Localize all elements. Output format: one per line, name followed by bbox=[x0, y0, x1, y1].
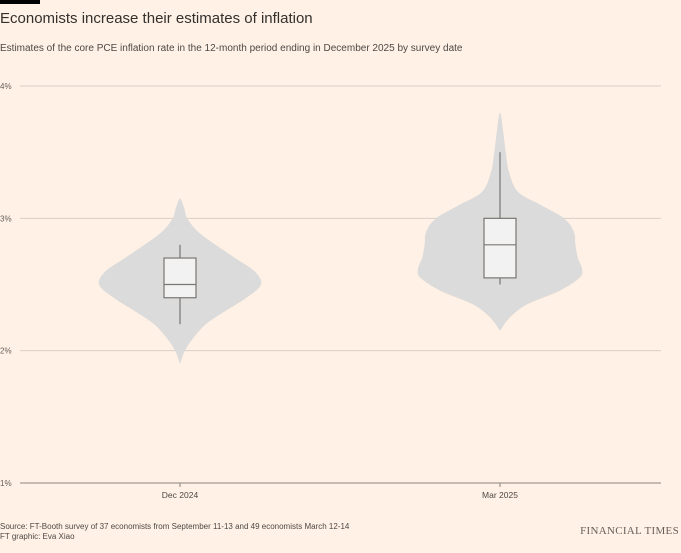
box-plots bbox=[163, 152, 517, 325]
iqr-box bbox=[163, 257, 197, 299]
iqr-box bbox=[483, 217, 517, 279]
y-tick-label: 2% bbox=[0, 347, 12, 356]
y-tick-label: 4% bbox=[0, 82, 12, 91]
y-tick-label: 3% bbox=[0, 214, 12, 223]
chart-title: Economists increase their estimates of i… bbox=[0, 10, 313, 27]
source-note: Source: FT-Booth survey of 37 economists… bbox=[0, 522, 350, 531]
x-tick-label: Mar 2025 bbox=[482, 490, 518, 500]
chart-subtitle: Estimates of the core PCE inflation rate… bbox=[0, 43, 463, 54]
graphic-credit: FT graphic: Eva Xiao bbox=[0, 532, 75, 541]
x-tick-label: Dec 2024 bbox=[162, 490, 199, 500]
y-tick-label: 1% bbox=[0, 479, 12, 488]
chart-footer: Source: FT-Booth survey of 37 economists… bbox=[0, 522, 349, 542]
violin-chart: 1% 2% 3% 4% Dec 2024 Mar 2025 bbox=[0, 82, 661, 500]
axis-labels: 1% 2% 3% 4% Dec 2024 Mar 2025 bbox=[0, 82, 518, 500]
ft-logo: FINANCIAL TIMES bbox=[580, 525, 679, 537]
brand-accent-bar bbox=[0, 0, 40, 4]
